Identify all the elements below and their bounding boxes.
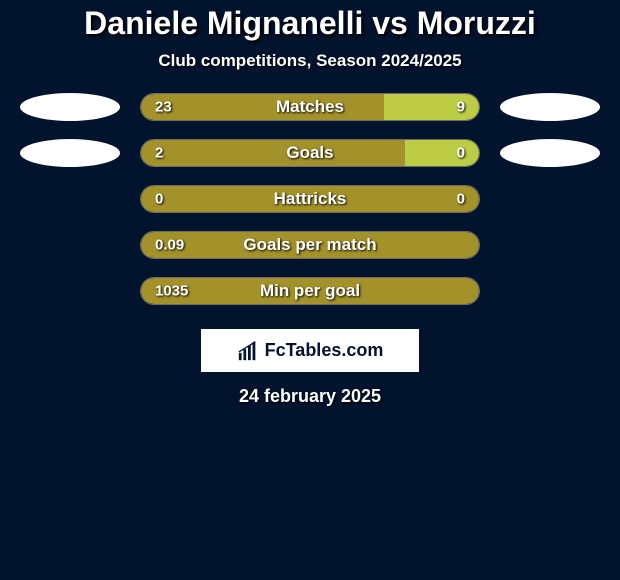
stat-row: 1035 Min per goal bbox=[0, 277, 620, 305]
stat-row: 23 9 Matches bbox=[0, 93, 620, 121]
stat-row: 0 0 Hattricks bbox=[0, 185, 620, 213]
logo-text: FcTables.com bbox=[265, 340, 384, 361]
stat-label: Min per goal bbox=[260, 281, 360, 301]
player2-value: 0 bbox=[457, 191, 465, 208]
chart-bars-icon bbox=[237, 340, 259, 362]
player2-marker bbox=[500, 93, 600, 121]
player1-marker bbox=[20, 93, 120, 121]
comparison-date: 24 february 2025 bbox=[239, 386, 381, 407]
stat-row: 2 0 Goals bbox=[0, 139, 620, 167]
stat-bar: 0 0 Hattricks bbox=[140, 185, 480, 213]
stat-label: Matches bbox=[276, 97, 344, 117]
player1-value: 0 bbox=[155, 191, 163, 208]
bar-segment-player1 bbox=[141, 140, 405, 166]
stat-row: 0.09 Goals per match bbox=[0, 231, 620, 259]
player1-value: 2 bbox=[155, 145, 163, 162]
player1-value: 1035 bbox=[155, 283, 188, 300]
player2-value: 9 bbox=[457, 99, 465, 116]
player2-value: 0 bbox=[457, 145, 465, 162]
player1-value: 23 bbox=[155, 99, 172, 116]
page-subtitle: Club competitions, Season 2024/2025 bbox=[158, 51, 461, 71]
player1-marker bbox=[20, 139, 120, 167]
logo-box: FcTables.com bbox=[201, 329, 419, 372]
stat-label: Goals bbox=[286, 143, 333, 163]
stat-bar: 2 0 Goals bbox=[140, 139, 480, 167]
bar-segment-player2 bbox=[405, 140, 479, 166]
bar-segment-player1 bbox=[141, 94, 384, 120]
page-title: Daniele Mignanelli vs Moruzzi bbox=[84, 6, 536, 41]
player1-value: 0.09 bbox=[155, 237, 184, 254]
player2-marker bbox=[500, 139, 600, 167]
stat-label: Hattricks bbox=[274, 189, 347, 209]
comparison-container: Daniele Mignanelli vs Moruzzi Club compe… bbox=[0, 0, 620, 407]
stat-bar: 1035 Min per goal bbox=[140, 277, 480, 305]
stat-bar: 23 9 Matches bbox=[140, 93, 480, 121]
stat-bar: 0.09 Goals per match bbox=[140, 231, 480, 259]
stats-rows: 23 9 Matches 2 0 Goals 0 0 Hattricks 0.09 Goals pe… bbox=[0, 93, 620, 323]
stat-label: Goals per match bbox=[243, 235, 376, 255]
